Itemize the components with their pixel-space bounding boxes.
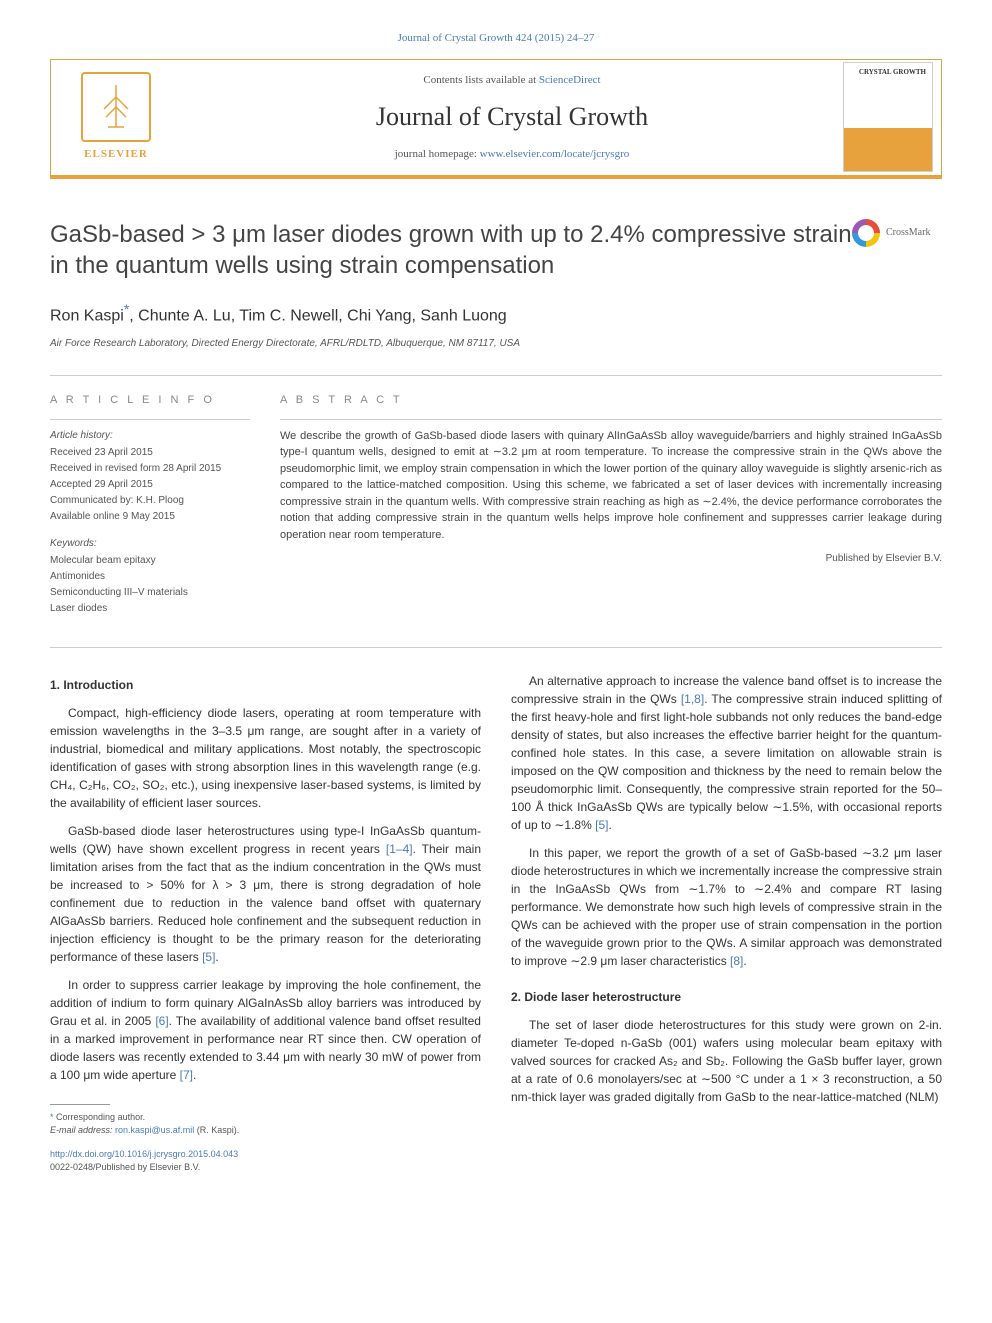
section-heading-hetero: 2. Diode laser heterostructure xyxy=(511,988,942,1006)
section-heading-intro: 1. Introduction xyxy=(50,676,481,694)
homepage-line: journal homepage: www.elsevier.com/locat… xyxy=(181,146,843,163)
authors-line: Ron Kaspi*, Chunte A. Lu, Tim C. Newell,… xyxy=(50,299,942,328)
cover-text: CRYSTAL GROWTH xyxy=(859,69,926,77)
authors-rest: , Chunte A. Lu, Tim C. Newell, Chi Yang,… xyxy=(129,307,506,324)
abstract-text: We describe the growth of GaSb-based dio… xyxy=(280,428,942,544)
crossmark-label: CrossMark xyxy=(886,225,930,240)
copyright-line: 0022-0248/Published by Elsevier B.V. xyxy=(50,1161,481,1175)
keyword: Laser diodes xyxy=(50,601,250,616)
footnote-text: Corresponding author. xyxy=(56,1112,145,1122)
text-span: . The compressive strain induced splitti… xyxy=(511,692,942,832)
journal-name: Journal of Crystal Growth xyxy=(181,97,843,136)
text-span: . xyxy=(608,818,611,832)
paragraph: In order to suppress carrier leakage by … xyxy=(50,976,481,1084)
journal-header: ELSEVIER Contents lists available at Sci… xyxy=(50,59,942,179)
email-label: E-mail address: xyxy=(50,1125,115,1135)
affiliation: Air Force Research Laboratory, Directed … xyxy=(50,336,942,351)
asterisk-icon: * xyxy=(50,1112,54,1122)
paragraph: In this paper, we report the growth of a… xyxy=(511,844,942,970)
elsevier-logo[interactable]: ELSEVIER xyxy=(51,72,181,163)
contents-prefix: Contents lists available at xyxy=(423,74,538,86)
elsevier-tree-icon xyxy=(81,72,151,142)
keyword: Molecular beam epitaxy xyxy=(50,553,250,568)
body-column-right: An alternative approach to increase the … xyxy=(511,672,942,1175)
section-divider xyxy=(50,647,942,648)
article-info-heading: A R T I C L E I N F O xyxy=(50,392,250,409)
email-link[interactable]: ron.kaspi@us.af.mil xyxy=(115,1125,194,1135)
email-footnote: E-mail address: ron.kaspi@us.af.mil (R. … xyxy=(50,1124,481,1138)
divider xyxy=(50,419,250,420)
reference-link[interactable]: [8] xyxy=(730,954,743,968)
paragraph: The set of laser diode heterostructures … xyxy=(511,1016,942,1106)
reference-link[interactable]: [1–4] xyxy=(386,842,413,856)
info-abstract-row: A R T I C L E I N F O Article history: R… xyxy=(50,375,942,617)
crossmark-badge[interactable]: CrossMark xyxy=(852,219,942,247)
abstract-column: A B S T R A C T We describe the growth o… xyxy=(280,392,942,617)
text-span: . xyxy=(215,950,218,964)
header-center: Contents lists available at ScienceDirec… xyxy=(181,72,843,162)
text-span: . xyxy=(743,954,746,968)
revised-date: Received in revised form 28 April 2015 xyxy=(50,461,250,476)
reference-link[interactable]: [7] xyxy=(180,1068,193,1082)
online-date: Available online 9 May 2015 xyxy=(50,509,250,524)
homepage-link[interactable]: www.elsevier.com/locate/jcrysgro xyxy=(480,148,630,160)
sciencedirect-link[interactable]: ScienceDirect xyxy=(539,74,601,86)
footnote-separator xyxy=(50,1104,110,1105)
paragraph: An alternative approach to increase the … xyxy=(511,672,942,834)
published-by: Published by Elsevier B.V. xyxy=(280,551,942,566)
corresponding-footnote: * Corresponding author. xyxy=(50,1111,481,1125)
reference-link[interactable]: [1,8] xyxy=(681,692,704,706)
divider xyxy=(280,419,942,420)
history-label: Article history: xyxy=(50,428,250,443)
journal-cover-icon: CRYSTAL GROWTH xyxy=(843,62,933,172)
article-title: GaSb-based > 3 μm laser diodes grown wit… xyxy=(50,219,852,281)
text-span: . xyxy=(193,1068,196,1082)
text-span: . Their main limitation arises from the … xyxy=(50,842,481,964)
homepage-prefix: journal homepage: xyxy=(395,148,480,160)
contents-line: Contents lists available at ScienceDirec… xyxy=(181,72,843,89)
reference-link[interactable]: [5] xyxy=(202,950,215,964)
received-date: Received 23 April 2015 xyxy=(50,445,250,460)
reference-link[interactable]: [6] xyxy=(155,1014,168,1028)
doi-link[interactable]: http://dx.doi.org/10.1016/j.jcrysgro.201… xyxy=(50,1148,481,1162)
accepted-date: Accepted 29 April 2015 xyxy=(50,477,250,492)
title-row: GaSb-based > 3 μm laser diodes grown wit… xyxy=(50,219,942,281)
keywords-block: Keywords: Molecular beam epitaxy Antimon… xyxy=(50,536,250,616)
body-column-left: 1. Introduction Compact, high-efficiency… xyxy=(50,672,481,1175)
author-primary: Ron Kaspi xyxy=(50,307,124,324)
paragraph: Compact, high-efficiency diode lasers, o… xyxy=(50,704,481,812)
keyword: Antimonides xyxy=(50,569,250,584)
keyword: Semiconducting III–V materials xyxy=(50,585,250,600)
text-span: In this paper, we report the growth of a… xyxy=(511,846,942,968)
crossmark-icon xyxy=(852,219,880,247)
elsevier-text: ELSEVIER xyxy=(84,146,148,163)
journal-citation-link[interactable]: Journal of Crystal Growth 424 (2015) 24–… xyxy=(50,30,942,47)
keywords-label: Keywords: xyxy=(50,536,250,551)
abstract-heading: A B S T R A C T xyxy=(280,392,942,409)
communicated-by: Communicated by: K.H. Ploog xyxy=(50,493,250,508)
body-columns: 1. Introduction Compact, high-efficiency… xyxy=(50,672,942,1175)
reference-link[interactable]: [5] xyxy=(595,818,608,832)
article-info-column: A R T I C L E I N F O Article history: R… xyxy=(50,392,250,617)
email-suffix: (R. Kaspi). xyxy=(194,1125,239,1135)
paragraph: GaSb-based diode laser heterostructures … xyxy=(50,822,481,966)
